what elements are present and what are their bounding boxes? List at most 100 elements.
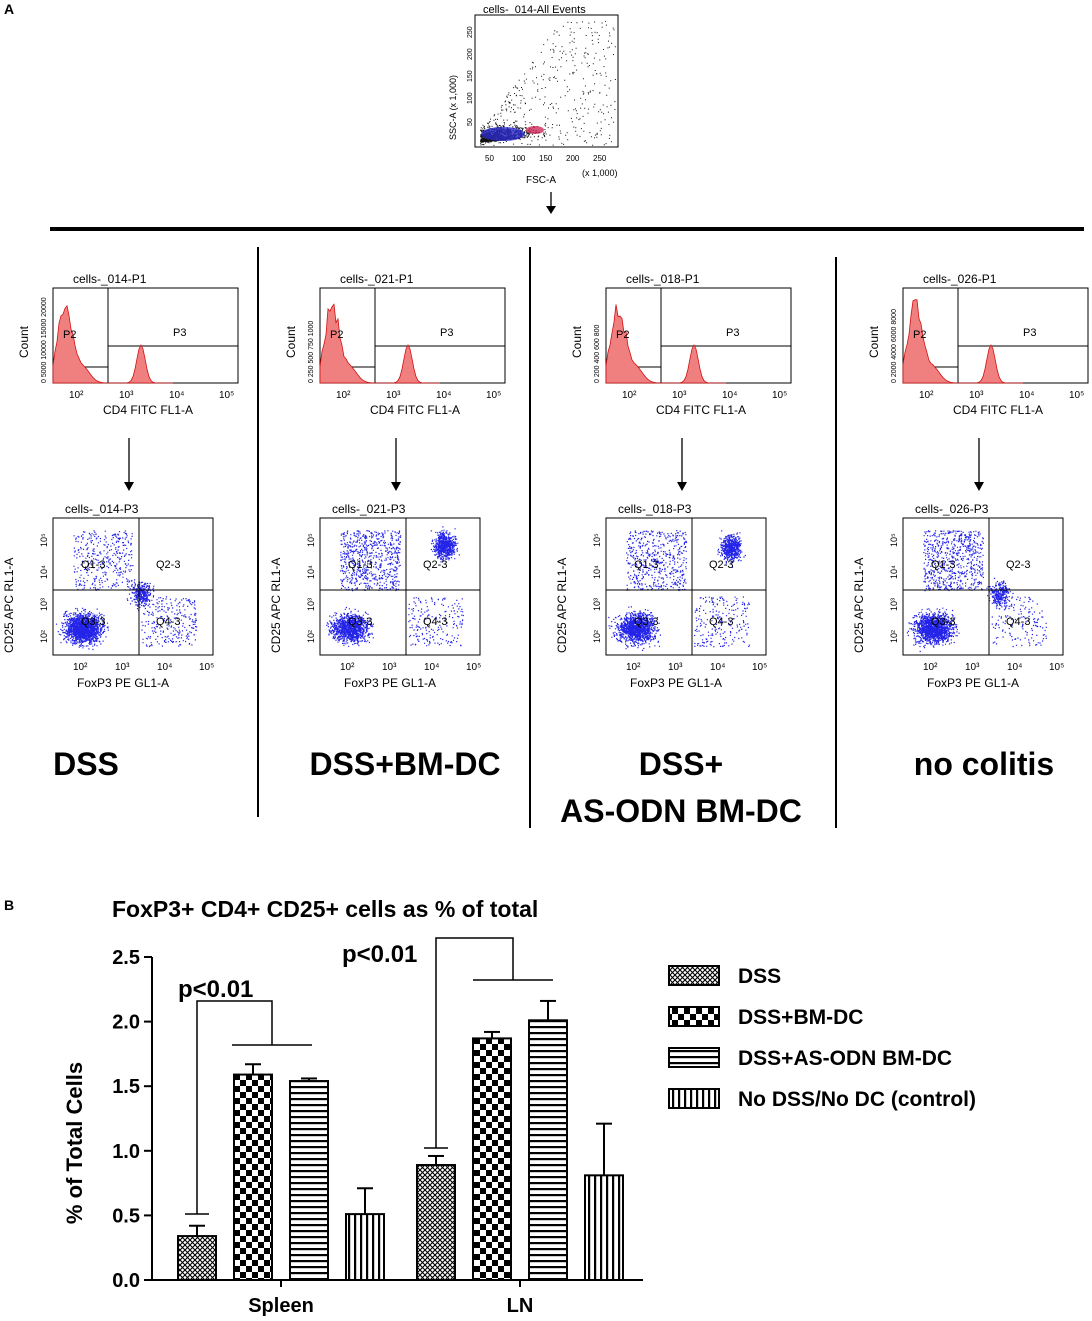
histogram-ylabel: Count bbox=[570, 325, 584, 358]
legend-swatch bbox=[668, 1088, 720, 1109]
scatter-y-tick: 10² bbox=[306, 630, 316, 643]
histogram-x-tick: 10² bbox=[919, 390, 934, 401]
histogram-x-tick: 10⁴ bbox=[1019, 390, 1034, 401]
quadrant-label: Q3-3 bbox=[931, 616, 955, 628]
scatter-y-tick: 10³ bbox=[306, 598, 316, 611]
histogram-y-ticks: 0 2000 4000 6000 8000 bbox=[891, 309, 898, 383]
histogram-title: cells-_014-P1 bbox=[73, 272, 147, 286]
bar-ln-4 bbox=[584, 1174, 624, 1282]
scatter-ylabel: CD25 APC RL1-A bbox=[2, 558, 16, 653]
y-tick-label: 1.5 bbox=[112, 1076, 140, 1098]
scatter-x-tick: 10³ bbox=[668, 662, 683, 673]
chart-title: FoxP3+ CD4+ CD25+ cells as % of total bbox=[112, 896, 538, 922]
quadrant-label: Q3-3 bbox=[348, 616, 372, 628]
cd4-histogram bbox=[902, 299, 1023, 384]
legend-label: No DSS/No DC (control) bbox=[738, 1088, 976, 1111]
scatter-xlabel: FoxP3 PE GL1-A bbox=[630, 676, 722, 690]
scatter-events bbox=[906, 530, 1047, 653]
gate-p3-label: P3 bbox=[726, 327, 739, 339]
scatter-x-tick: 10² bbox=[923, 662, 938, 673]
scatter-ylabel: CD25 APC RL1-A bbox=[555, 558, 569, 653]
quadrant-label: Q4-3 bbox=[423, 616, 447, 628]
scatter-y-tick: 10³ bbox=[889, 598, 899, 611]
fsc-ssc-y-tick: 200 bbox=[467, 48, 474, 60]
scatter-title: cells-_021-P3 bbox=[332, 502, 406, 516]
cd4-histogram bbox=[52, 304, 173, 384]
scatter-x-tick: 10⁵ bbox=[466, 662, 481, 673]
scatter-events bbox=[326, 526, 464, 647]
scatter-ylabel: CD25 APC RL1-A bbox=[852, 558, 866, 653]
scatter-y-tick: 10³ bbox=[39, 598, 49, 611]
gate-p3-label: P3 bbox=[173, 327, 186, 339]
y-tick-label: 0.5 bbox=[112, 1205, 140, 1227]
fsc-ssc-xlabel: FSC-A bbox=[526, 175, 556, 186]
legend-label: DSS bbox=[738, 965, 781, 988]
fsc-ssc-ylabel: SSC-A (x 1,000) bbox=[448, 75, 458, 140]
quadrant-label: Q2-3 bbox=[1006, 559, 1030, 571]
bar-spleen-2 bbox=[233, 1073, 273, 1282]
histogram-x-tick: 10³ bbox=[119, 390, 134, 401]
quadrant-label: Q4-3 bbox=[709, 616, 733, 628]
scatter-x-tick: 10⁵ bbox=[752, 662, 767, 673]
histogram-x-tick: 10⁴ bbox=[169, 390, 184, 401]
significance-label: p<0.01 bbox=[342, 941, 417, 968]
fsc-ssc-x-tick: 200 bbox=[566, 154, 580, 163]
fsc-ssc-x-tick: 100 bbox=[512, 154, 526, 163]
cd4-histogram bbox=[605, 304, 726, 384]
scatter-x-tick: 10³ bbox=[115, 662, 130, 673]
scatter-title: cells-_026-P3 bbox=[915, 502, 989, 516]
group-label: no colitis bbox=[914, 746, 1054, 782]
histogram-title: cells-_026-P1 bbox=[923, 272, 997, 286]
down-arrow-icon bbox=[546, 206, 556, 214]
histogram-x-tick: 10² bbox=[336, 390, 351, 401]
quadrant-label: Q1-3 bbox=[634, 559, 658, 571]
legend-swatch bbox=[668, 1006, 720, 1027]
histogram-x-tick: 10⁵ bbox=[1069, 390, 1084, 401]
histogram-x-tick: 10⁴ bbox=[436, 390, 451, 401]
fsc-ssc-x-ticks: 50 100 150 200 250 bbox=[485, 154, 607, 163]
histogram-x-tick: 10² bbox=[622, 390, 637, 401]
quadrant-label: Q4-3 bbox=[156, 616, 180, 628]
bar-spleen-4 bbox=[345, 1213, 385, 1282]
scatter-y-tick: 10⁵ bbox=[306, 533, 316, 547]
scatter-y-tick: 10⁴ bbox=[889, 565, 899, 579]
histogram-x-tick: 10⁵ bbox=[486, 390, 501, 401]
fsc-ssc-plot: cells-_014-All Events SSC-A (x 1,000) 50… bbox=[448, 4, 619, 186]
histogram-y-ticks: 0 250 500 750 1000 bbox=[308, 321, 315, 383]
scatter-y-tick: 10⁵ bbox=[39, 533, 49, 547]
x-tick-label: Spleen bbox=[248, 1295, 314, 1317]
legend-swatch bbox=[668, 965, 720, 986]
histogram-y-ticks: 0 5000 10000 15000 20000 bbox=[41, 297, 48, 383]
bar-spleen-3 bbox=[289, 1080, 329, 1281]
quadrant-label: Q1-3 bbox=[348, 559, 372, 571]
bar-ln-1 bbox=[416, 1164, 456, 1281]
y-tick-label: 2.5 bbox=[112, 947, 140, 969]
group-label: DSS bbox=[53, 746, 119, 782]
fsc-ssc-gated-population-p3 bbox=[526, 126, 544, 134]
fsc-ssc-y-tick: 100 bbox=[467, 92, 474, 104]
scatter-y-tick: 10⁵ bbox=[592, 533, 602, 547]
scatter-xlabel: FoxP3 PE GL1-A bbox=[344, 676, 436, 690]
group-3: cells-_018-P1 P2 P3 Count 0 200 400 600 800 1… bbox=[555, 272, 802, 829]
fsc-ssc-y-tick: 250 bbox=[467, 26, 474, 38]
histogram-x-tick: 10³ bbox=[969, 390, 984, 401]
scatter-title: cells-_018-P3 bbox=[618, 502, 692, 516]
bar-ln-2 bbox=[472, 1037, 512, 1281]
histogram-xlabel: CD4 FITC FL1-A bbox=[656, 403, 746, 417]
scatter-y-tick: 10² bbox=[39, 630, 49, 643]
histogram-x-tick: 10⁴ bbox=[722, 390, 737, 401]
bar-ln-3 bbox=[528, 1019, 568, 1281]
gate-p3-label: P3 bbox=[440, 327, 453, 339]
histogram-x-tick: 10⁵ bbox=[772, 390, 787, 401]
y-axis-label: % of Total Cells bbox=[62, 1062, 87, 1224]
histogram-ylabel: Count bbox=[867, 325, 881, 358]
significance-bracket bbox=[424, 937, 553, 1149]
quadrant-label: Q3-3 bbox=[634, 616, 658, 628]
histogram-x-tick: 10² bbox=[69, 390, 84, 401]
scatter-x-tick: 10⁴ bbox=[157, 662, 172, 673]
group-1: cells-_014-P1 P2 P3 Count 0 5000 10000 15000… bbox=[2, 272, 239, 782]
scatter-x-tick: 10² bbox=[73, 662, 88, 673]
down-arrow-icon bbox=[124, 482, 134, 491]
scatter-x-tick: 10⁵ bbox=[199, 662, 214, 673]
